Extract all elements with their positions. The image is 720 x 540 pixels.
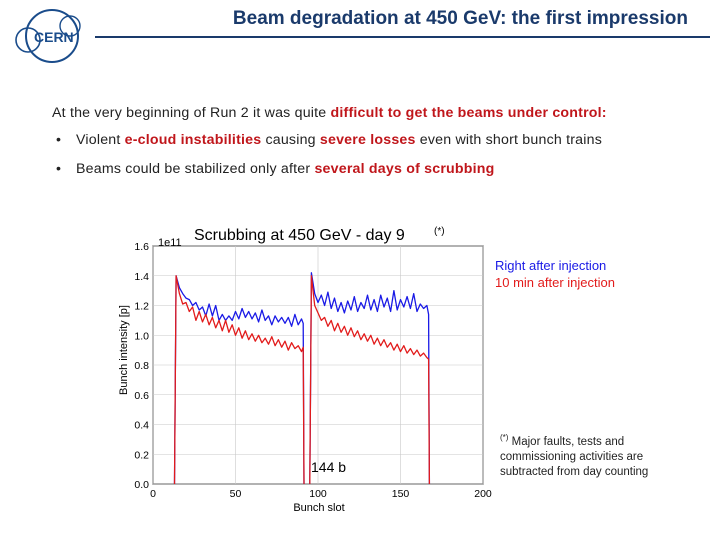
bullet-text: Beams could be stabilized only after (76, 161, 315, 177)
legend-item-10-min-after-injection: 10 min after injection (495, 275, 615, 290)
cern-logo: CERN (10, 6, 90, 66)
y-tick-label: 0.6 (134, 390, 149, 402)
footnote: (*) Major faults, tests and commissionin… (500, 430, 690, 480)
y-tick-label: 1.4 (134, 271, 149, 283)
legend: Right after injection 10 min after injec… (495, 257, 615, 291)
bullet-highlight: several days of scrubbing (314, 161, 495, 177)
bullet-marker: • (56, 161, 62, 177)
bunch-count-annotation: 144 b (311, 459, 346, 475)
footnote-text: Major faults, tests and commissioning ac… (500, 435, 649, 478)
chart-title-note: (*) (434, 226, 445, 237)
x-axis-label: Bunch slot (293, 502, 344, 514)
intro-text: At the very beginning of Run 2 it was qu… (52, 105, 331, 121)
bullet-marker: • (56, 132, 62, 148)
series-line-10-min-after-injection (309, 275, 431, 485)
x-tick-label: 50 (230, 488, 242, 500)
x-tick-label: 100 (309, 488, 327, 500)
intensity-chart: 0 50 100 150 200 0.0 0.2 0.4 0.6 0.8 1.0 1.2 1.4 1.6 … (110, 220, 500, 525)
logo-text: CERN (34, 29, 74, 45)
bullet-text: even with short bunch trains (415, 132, 602, 148)
x-tick-label: 150 (392, 488, 410, 500)
y-tick-label: 0.2 (134, 449, 149, 461)
y-tick-label: 1.0 (134, 330, 149, 342)
x-tick-label: 0 (150, 488, 156, 500)
bullet-text: Violent (76, 132, 125, 148)
bullet-text: causing (261, 132, 320, 148)
chart-title: Scrubbing at 450 GeV - day 9 (194, 227, 405, 244)
bullet-item: • Violent e-cloud instabilities causing s… (56, 132, 602, 148)
series-layer (173, 272, 431, 485)
x-tick-label: 200 (474, 488, 492, 500)
y-tick-label: 1.2 (134, 301, 149, 313)
series-line-right-after-injection (309, 272, 431, 485)
series-line-right-after-injection (173, 275, 305, 485)
intro-line: At the very beginning of Run 2 it was qu… (52, 105, 607, 121)
y-tick-label: 0.4 (134, 420, 149, 432)
legend-item-right-after-injection: Right after injection (495, 258, 607, 273)
series-line-10-min-after-injection (173, 275, 305, 485)
footnote-marker: (*) (500, 433, 509, 442)
bullet-highlight: e-cloud instabilities (124, 132, 262, 148)
intro-highlight: difficult to get the beams under control… (330, 105, 607, 121)
y-tick-label: 0.0 (134, 479, 149, 491)
title-divider (95, 36, 710, 38)
tick-layer: 0 50 100 150 200 0.0 0.2 0.4 0.6 0.8 1.0 1.2 1.4 1.6 (134, 241, 492, 500)
y-scale-label: 1e11 (158, 237, 182, 249)
bullet-highlight: severe losses (319, 132, 416, 148)
bullet-item: • Beams could be stabilized only after se… (56, 161, 495, 177)
y-axis-label: Bunch intensity [p] (118, 305, 130, 395)
y-tick-label: 1.6 (134, 241, 149, 253)
page-title: Beam degradation at 450 GeV: the first i… (232, 8, 688, 29)
y-tick-label: 0.8 (134, 360, 149, 372)
